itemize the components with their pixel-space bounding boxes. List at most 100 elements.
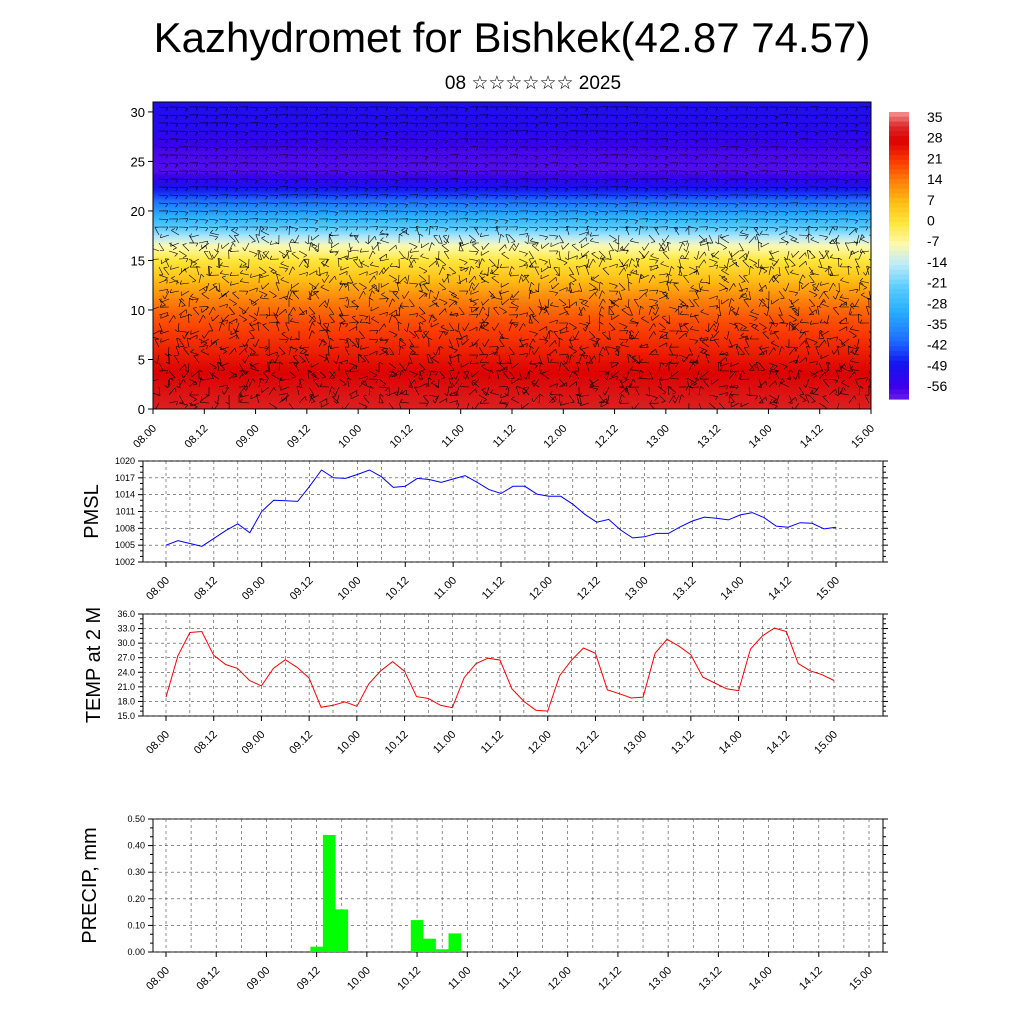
xtick-label: 12.00: [527, 575, 555, 603]
panel-ylabel: PMSL: [81, 484, 103, 538]
panel-frame: [142, 613, 884, 717]
xtick-label: 11.12: [480, 575, 507, 602]
colorbar-swatch: [889, 241, 909, 247]
colorbar-swatch: [889, 317, 909, 324]
xtick-label: 09.12: [287, 729, 315, 757]
colorbar-swatch: [889, 255, 909, 261]
colorbar-swatch: [889, 183, 909, 190]
ytick-label: 0.40: [127, 841, 145, 851]
panel-ylabel: PRECIP, mm: [79, 827, 101, 943]
colorbar-label: -42: [927, 337, 947, 353]
colorbar-swatch: [889, 332, 909, 338]
colorbar-swatch: [889, 284, 909, 290]
chart-subtitle: 08 ☆☆☆☆☆☆ 2025: [444, 73, 622, 94]
colorbar-label: -56: [927, 378, 947, 394]
ytick-label: 24.0: [117, 667, 135, 677]
precip-bar: [335, 909, 349, 952]
ytick-label: 33.0: [117, 624, 135, 634]
xtick-label: 15.00: [814, 575, 842, 603]
xtick-label: 13.12: [671, 575, 699, 603]
wind-barb-paths: [153, 106, 871, 409]
xtick-label: 10.12: [383, 729, 411, 757]
precip-bar: [423, 938, 436, 952]
xtick-label: 08.12: [192, 729, 220, 757]
xtick-label: 11.00: [446, 965, 473, 992]
panel-frame: [142, 460, 884, 563]
colorbar-label: 28: [927, 130, 943, 146]
colorbar-swatch: [889, 351, 909, 357]
colorbar-swatch: [889, 394, 909, 400]
colorbar-swatch: [889, 365, 909, 371]
heat-xtick-label: 08.00: [131, 423, 159, 451]
heat-xtick-label: 10.00: [336, 423, 364, 451]
xtick-label: 13.12: [669, 729, 697, 757]
ytick-label: 30.0: [117, 638, 135, 648]
xtick-label: 15.00: [812, 729, 840, 757]
colorbar-swatch: [889, 155, 909, 161]
colorbar-swatch: [889, 212, 909, 218]
xtick-label: 12.00: [546, 965, 574, 993]
xtick-label: 13.12: [697, 965, 725, 993]
colorbar-swatch: [889, 341, 909, 347]
colorbar-swatch: [889, 327, 909, 333]
precip-bar: [435, 949, 449, 952]
colorbar-swatch: [889, 370, 909, 376]
heat-xtick-label: 11.12: [491, 423, 518, 450]
ytick-label: 18.0: [117, 696, 135, 706]
colorbar-label: -49: [927, 357, 947, 373]
panel-frame: [152, 818, 884, 953]
colorbar-swatch: [889, 303, 909, 309]
ytick-label: 1008: [115, 523, 135, 533]
xtick-label: 10.00: [335, 729, 363, 757]
xtick-label: 15.00: [847, 965, 875, 993]
ytick-label: 21.0: [117, 682, 135, 692]
colorbar-swatch: [889, 346, 909, 352]
colorbar-swatch: [889, 140, 909, 147]
heat-ytick-label: 15: [131, 253, 145, 268]
xtick-label: 10.00: [345, 965, 373, 993]
pmsl-panel: 1020 1017 1014 1011 1008 1005 1002 08.00 08.12 09…: [81, 456, 888, 603]
heat-xtick-label: 08.12: [182, 423, 210, 451]
colorbar-swatch: [889, 135, 909, 142]
xtick-label: 09.12: [288, 575, 316, 603]
heat-ytick-label: 5: [138, 352, 145, 367]
colorbar-swatch: [889, 150, 909, 156]
colorbar-swatch: [889, 236, 909, 242]
colorbar-swatch: [889, 360, 909, 367]
precip-panel: 0.50 0.40 0.30 0.20 0.10 0.00 08.00 08.12 09.00 0…: [79, 814, 888, 993]
colorbar-swatch: [889, 198, 909, 204]
heat-xtick-label: 13.00: [644, 423, 672, 451]
xtick-label: 11.00: [432, 575, 459, 602]
colorbar-swatch: [889, 265, 909, 271]
colorbar-label: -28: [927, 295, 947, 311]
ytick-label: 0.00: [127, 947, 145, 957]
xtick-label: 13.00: [623, 575, 651, 603]
wind-barbs: [153, 106, 871, 409]
colorbar-swatch: [889, 336, 909, 343]
colorbar-label: 0: [927, 213, 935, 229]
heat-xtick-label: 12.00: [541, 423, 569, 451]
panel-ylabel: TEMP at 2 M: [83, 607, 105, 723]
colorbar-swatch: [889, 164, 909, 170]
ytick-label: 1011: [116, 507, 135, 517]
heat-ytick-label: 30: [131, 105, 145, 120]
precip-bar: [448, 933, 462, 952]
colorbar-swatch: [889, 322, 909, 328]
ytick-label: 0.20: [127, 894, 145, 904]
colorbar-swatch: [889, 178, 909, 185]
colorbar-swatch: [889, 389, 909, 395]
heatmap-panel: 0 5 10 15 20 25 30 08.00 08.12 09.00 09.12 10.00 10.…: [131, 101, 877, 451]
colorbar-swatch: [889, 260, 909, 266]
xtick-label: 14.12: [797, 965, 825, 993]
colorbar-swatch: [889, 245, 909, 252]
colorbar-swatch: [889, 250, 909, 257]
heat-xtick-label: 14.00: [747, 423, 775, 451]
colorbar-swatch: [889, 279, 909, 285]
heat-xtick-label: 09.12: [285, 423, 313, 451]
colorbar-swatch: [889, 375, 909, 381]
ytick-label: 0.30: [127, 867, 145, 877]
xtick-label: 08.00: [144, 965, 172, 993]
colorbar-swatch: [889, 217, 909, 223]
colorbar-label: -14: [927, 254, 947, 270]
